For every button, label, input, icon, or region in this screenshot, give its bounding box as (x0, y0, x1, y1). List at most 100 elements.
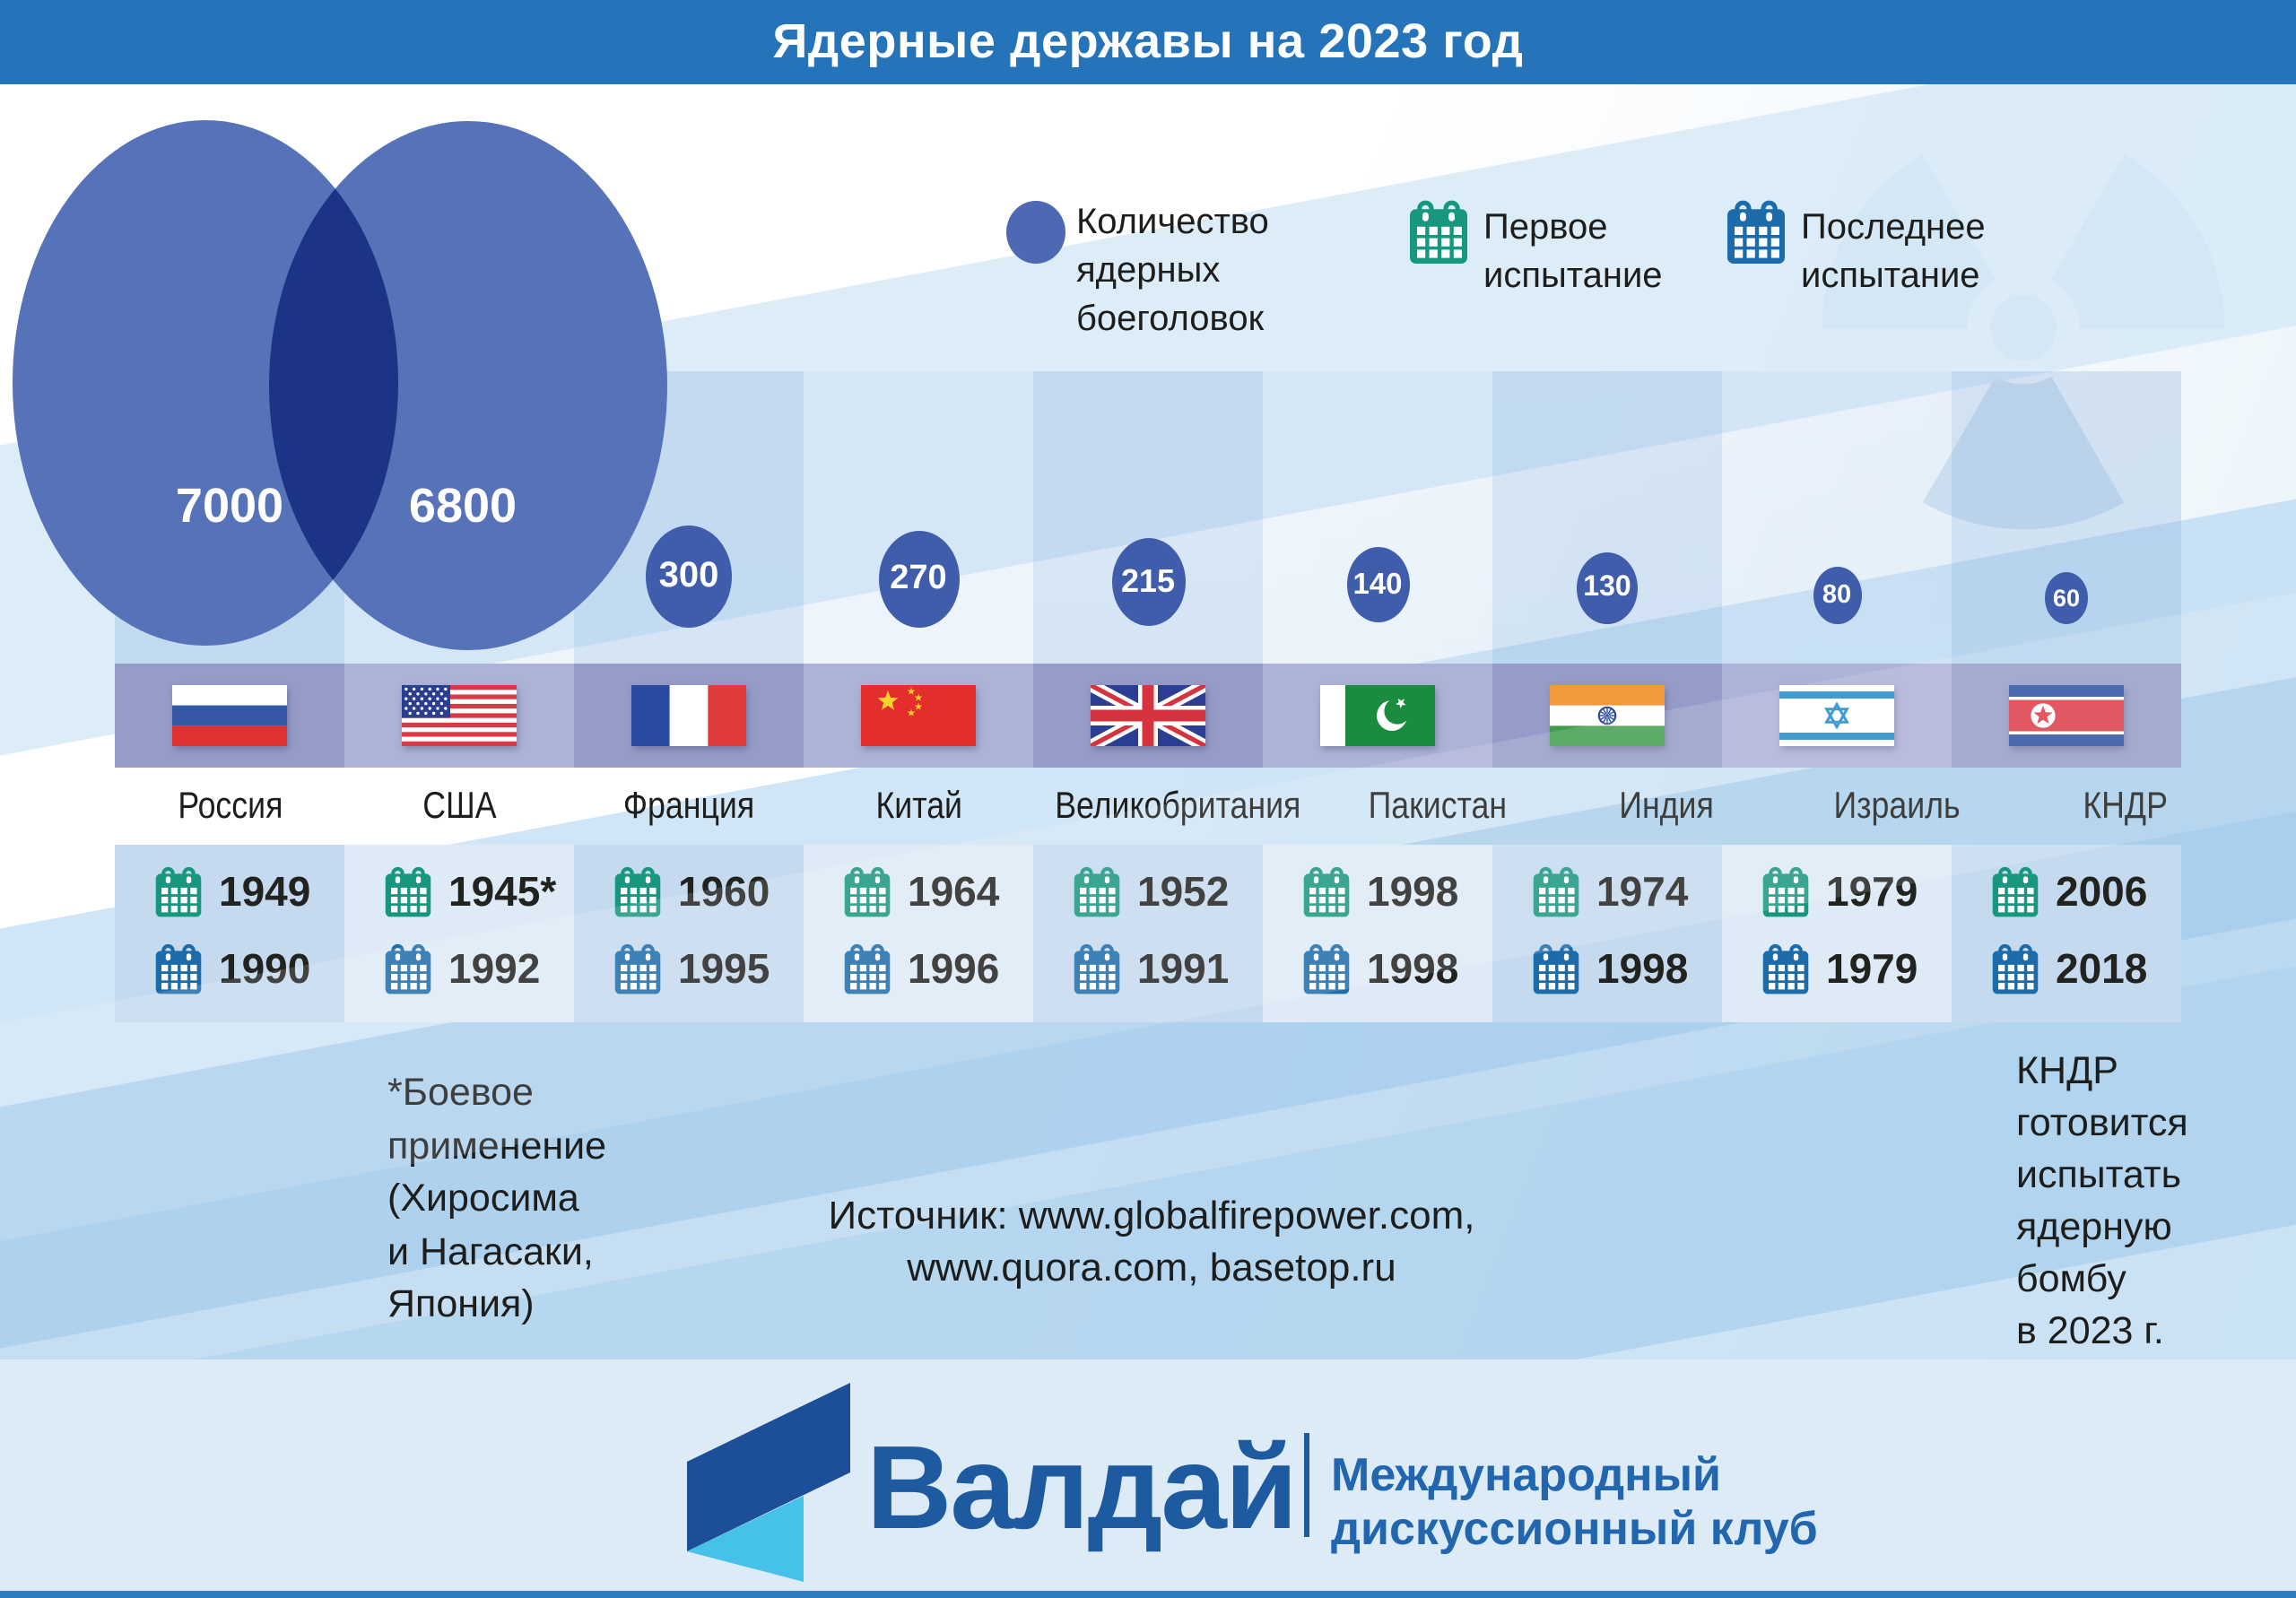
flag-cell (344, 664, 574, 768)
last-test-calendar-icon (1302, 942, 1351, 995)
test-years-cell: 1945* 1992 (344, 845, 574, 1022)
warheads-bubble: 140 (1346, 547, 1409, 622)
test-year-row: 1964 (843, 864, 999, 918)
country-name: Россия (177, 785, 283, 826)
last-test-calendar-icon (1991, 942, 2039, 995)
test-year-row: 1996 (843, 942, 999, 995)
brand-divider (1304, 1433, 1309, 1537)
kndr-note-line: готовится (2016, 1101, 2188, 1144)
last-test-calendar-icon (154, 942, 203, 995)
first-test-year: 1945* (448, 867, 557, 914)
last-test-calendar-icon (613, 942, 662, 995)
country-name-cell: Россия (115, 768, 344, 845)
footnote-line: и Нагасаки, (387, 1229, 594, 1272)
warheads-bubble: 300 (646, 525, 732, 627)
north_korea-flag-icon (2009, 685, 2124, 746)
china-flag-icon (861, 685, 976, 746)
source-line: www.quora.com, basetop.ru (907, 1245, 1396, 1290)
test-year-row: 2018 (1991, 942, 2147, 995)
country-name-cell: Пакистан (1323, 768, 1552, 845)
test-year-row: 1998 (1302, 864, 1458, 918)
kndr-note-line: в 2023 г. (2016, 1309, 2164, 1352)
kndr-note-line: КНДР (2016, 1049, 2118, 1092)
flag-cell (1952, 664, 2181, 768)
legend-last-test-label: Последнее испытание (1801, 204, 1986, 301)
first-test-calendar-icon (1408, 197, 1469, 265)
warheads-bubble: 215 (1111, 537, 1185, 625)
legend-first-test-label: Первое испытание (1483, 204, 1663, 301)
first-test-year: 2006 (2056, 867, 2148, 914)
title-bar: Ядерные державы на 2023 год (0, 0, 2296, 84)
legend-line: испытание (1483, 256, 1663, 296)
bottom-strip (0, 1591, 2296, 1598)
legend-line: испытание (1801, 256, 1980, 296)
first-test-calendar-icon (1532, 864, 1580, 918)
warheads-bubble: 60 (2045, 571, 2088, 623)
first-test-year: 1974 (1596, 867, 1689, 914)
legend-line: боеголовок (1076, 300, 1265, 339)
kndr-note-line: испытать (2016, 1153, 2181, 1196)
test-years-cell: 1979 1979 (1722, 845, 1952, 1022)
country-name: Китай (874, 785, 962, 826)
test-year-row: 1960 (613, 864, 770, 918)
first-test-calendar-icon (1302, 864, 1351, 918)
test-year-row: 1979 (1761, 864, 1918, 918)
usa-flag-icon (402, 685, 517, 746)
test-year-row: 1992 (384, 942, 540, 995)
flag-cell (1263, 664, 1492, 768)
flag-cell (1722, 664, 1952, 768)
first-test-calendar-icon (154, 864, 203, 918)
country-name-cell: КНДР (2012, 768, 2241, 845)
first-test-year: 1998 (1367, 867, 1459, 914)
last-test-year: 1991 (1137, 944, 1230, 991)
warhead-count-label: 7000 (175, 479, 284, 533)
legend-line: ядерных (1076, 251, 1221, 291)
last-test-year: 2018 (2056, 944, 2148, 991)
first-test-calendar-icon (384, 864, 432, 918)
test-years-cell: 2006 2018 (1952, 845, 2181, 1022)
test-year-row: 1991 (1073, 942, 1229, 995)
country-name-cell: Индия (1552, 768, 1782, 845)
test-year-row: 1974 (1532, 864, 1688, 918)
legend-line: Количество (1076, 203, 1269, 242)
first-test-year: 1979 (1826, 867, 1918, 914)
test-years-row: 1949 1990 1945* 1992 1960 1995 1964 1996… (115, 845, 2181, 1022)
first-test-calendar-icon (843, 864, 891, 918)
last-test-calendar-icon (1532, 942, 1580, 995)
warheads-bubble: 80 (1813, 566, 1861, 623)
flags-row (115, 664, 2181, 768)
legend-warheads-label: Количество ядерных боеголовок (1076, 199, 1269, 344)
test-years-cell: 1960 1995 (574, 845, 804, 1022)
test-year-row: 1979 (1761, 942, 1918, 995)
country-name-cell: Китай (804, 768, 1033, 845)
test-year-row: 2006 (1991, 864, 2147, 918)
warheads-bubble: 130 (1577, 551, 1638, 623)
legend-line: Первое (1483, 208, 1608, 248)
test-years-cell: 1949 1990 (115, 845, 344, 1022)
first-test-calendar-icon (613, 864, 662, 918)
country-name-cell: Великобритания (1033, 768, 1323, 845)
club-line: дискуссионный клуб (1331, 1501, 1818, 1555)
test-year-row: 1998 (1302, 942, 1458, 995)
russia-flag-icon (172, 685, 287, 746)
flag-cell (1033, 664, 1263, 768)
flag-cell (804, 664, 1033, 768)
country-name: США (422, 785, 497, 826)
footnote-line: применение (387, 1124, 607, 1167)
source-note: Источник: www.globalfirepower.com, www.qu… (703, 1189, 1600, 1293)
flag-cell (574, 664, 804, 768)
country-name: Великобритания (1055, 785, 1301, 826)
last-test-year: 1992 (448, 944, 541, 991)
brand-name: Валдай (866, 1420, 1298, 1553)
country-name-cell: США (344, 768, 574, 845)
country-name-cell: Израиль (1782, 768, 2012, 845)
test-years-cell: 1974 1998 (1492, 845, 1722, 1022)
last-test-year: 1990 (219, 944, 311, 991)
first-test-year: 1949 (219, 867, 311, 914)
test-years-cell: 1964 1996 (804, 845, 1033, 1022)
country-names-row: Россия США Франция Китай Великобритания Пакис… (115, 768, 2181, 845)
first-test-calendar-icon (1761, 864, 1810, 918)
first-test-calendar-icon (1991, 864, 2039, 918)
last-test-calendar-icon (843, 942, 891, 995)
flag-cell (115, 664, 344, 768)
